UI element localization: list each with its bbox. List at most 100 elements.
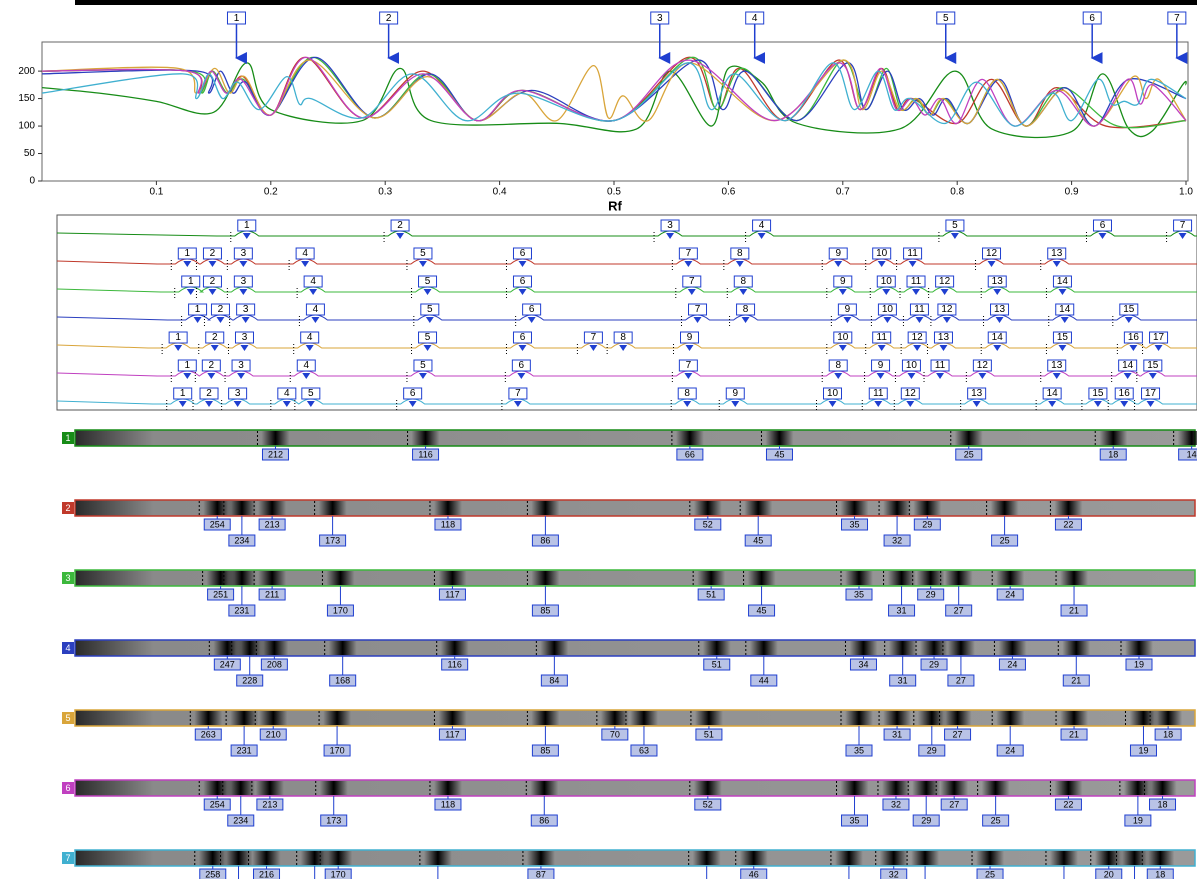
- mw-label: 35: [850, 519, 860, 529]
- lane-profile: [56, 370, 1197, 377]
- mw-label: 34: [858, 659, 868, 669]
- peak-triangle: [242, 233, 251, 239]
- gel-band: [1148, 781, 1177, 795]
- peak-number: 6: [520, 276, 526, 287]
- annotation-label: 2: [386, 13, 392, 24]
- peak-marker-box: [872, 247, 892, 260]
- peak-triangle: [518, 289, 527, 295]
- mw-label: 29: [926, 589, 936, 599]
- gel-band: [1060, 711, 1089, 725]
- mw-label-box: [253, 868, 281, 879]
- gel-band: [252, 851, 281, 865]
- peak-marker-box: [987, 331, 1007, 344]
- profile-line: [41, 62, 1187, 127]
- peak-triangle: [589, 345, 598, 351]
- peak-number: 5: [425, 276, 431, 287]
- mw-label-box: [630, 744, 658, 757]
- mw-label-box: [1129, 744, 1157, 757]
- mw-label-box: [913, 518, 941, 531]
- x-tick-label: 0.5: [607, 187, 621, 198]
- mw-label: 247: [220, 659, 235, 669]
- annotation-label: 7: [1174, 13, 1180, 24]
- y-tick-label: 50: [24, 148, 36, 159]
- peak-triangle: [741, 317, 750, 323]
- peak-marker-box: [512, 247, 532, 260]
- mw-label: 45: [757, 605, 767, 615]
- mw-label: 46: [749, 869, 759, 879]
- gel-band: [744, 501, 773, 515]
- peak-number: 6: [520, 332, 526, 343]
- peak-marker-box: [933, 331, 953, 344]
- peak-triangle: [1048, 401, 1057, 407]
- peak-triangle: [1123, 373, 1132, 379]
- peak-triangle: [1098, 233, 1107, 239]
- gel-band: [433, 781, 462, 795]
- lane-number: 4: [65, 643, 70, 653]
- mw-label-box: [883, 534, 911, 547]
- peak-triangle: [683, 401, 692, 407]
- peak-triangle: [915, 317, 924, 323]
- peak-triangle: [950, 233, 959, 239]
- mw-label-box: [228, 604, 256, 617]
- mw-label-box: [694, 798, 722, 811]
- peak-marker-box: [181, 275, 201, 288]
- peak-marker-box: [202, 247, 222, 260]
- mw-label-box: [199, 868, 227, 879]
- peak-triangle: [309, 289, 318, 295]
- gel-band: [912, 781, 941, 795]
- peak-number: 1: [188, 276, 194, 287]
- lane-number-box: [62, 782, 74, 794]
- peak-number: 13: [1051, 360, 1063, 371]
- gel-band: [226, 781, 255, 795]
- mw-label: 32: [889, 869, 899, 879]
- lane-profile: [56, 398, 1197, 405]
- mw-label-box: [1178, 448, 1197, 461]
- mw-label: 35: [854, 589, 864, 599]
- mw-label-box: [880, 868, 908, 879]
- peak-number: 10: [876, 248, 888, 259]
- peak-number: 3: [241, 276, 247, 287]
- gel-band: [319, 781, 348, 795]
- peak-number: 6: [1100, 220, 1106, 231]
- peak-triangle: [757, 233, 766, 239]
- peak-number: 7: [591, 332, 597, 343]
- peak-marker-box: [237, 219, 257, 232]
- gel-band: [990, 501, 1019, 515]
- peak-number: 8: [740, 276, 746, 287]
- peak-number: 12: [912, 332, 924, 343]
- peak-number: 4: [307, 332, 313, 343]
- gel-band: [946, 641, 975, 655]
- peak-number: 10: [827, 388, 839, 399]
- gel-band: [840, 781, 869, 795]
- mw-label: 168: [335, 675, 350, 685]
- peak-triangle: [517, 373, 526, 379]
- mw-label-box: [326, 604, 354, 617]
- mw-label: 29: [927, 745, 937, 755]
- mw-label: 170: [330, 745, 345, 755]
- mw-label: 29: [929, 659, 939, 669]
- gel-band: [230, 711, 259, 725]
- peak-number: 7: [689, 276, 695, 287]
- mw-label-box: [697, 588, 725, 601]
- mw-label-box: [917, 588, 945, 601]
- gel-band: [260, 641, 289, 655]
- mw-label: 84: [549, 675, 559, 685]
- annotation-box: [745, 11, 765, 25]
- peak-number: 14: [992, 332, 1004, 343]
- peak-number: 3: [243, 304, 249, 315]
- peak-triangle: [687, 289, 696, 295]
- y-tick-label: 200: [18, 66, 35, 77]
- peak-marker-box: [508, 387, 528, 400]
- x-tick-label: 0.6: [721, 187, 735, 198]
- mw-label: 117: [445, 589, 459, 599]
- peak-number: 5: [952, 220, 958, 231]
- mw-label-box: [944, 728, 972, 741]
- mw-label: 18: [1163, 729, 1173, 739]
- peak-number: 4: [759, 220, 765, 231]
- gel-band: [1129, 711, 1158, 725]
- gel-band: [198, 851, 227, 865]
- peak-number: 16: [1128, 332, 1140, 343]
- peak-marker-box: [522, 303, 542, 316]
- x-tick-label: 0.8: [950, 187, 964, 198]
- peak-triangle: [311, 317, 320, 323]
